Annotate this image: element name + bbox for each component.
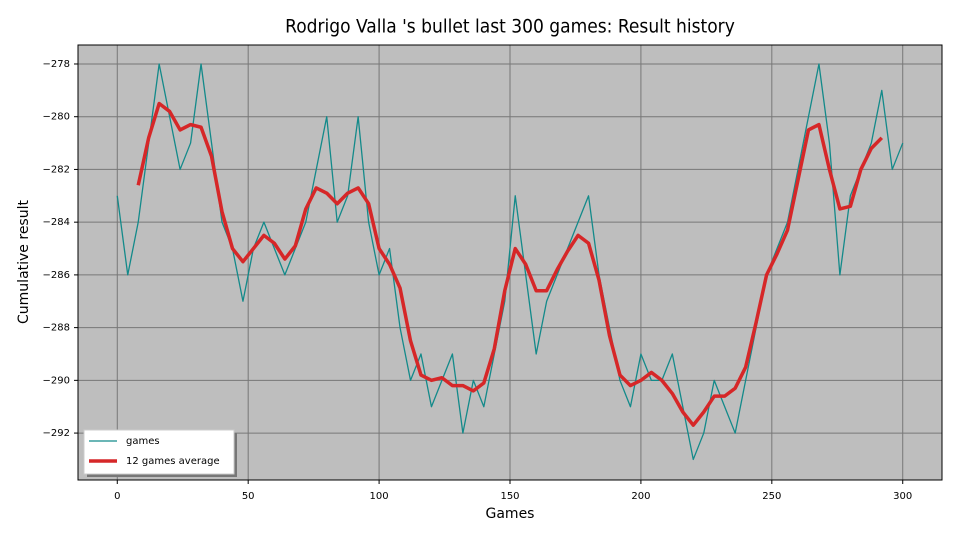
y-tick-label: −292 [43,428,70,439]
y-axis-label: Cumulative result [16,200,32,324]
chart-title: Rodrigo Valla 's bullet last 300 games: … [285,16,735,38]
legend-label: 12 games average [126,456,220,467]
legend-label: games [126,436,160,447]
y-tick-label: −278 [43,59,70,70]
y-tick-label: −280 [43,112,70,123]
x-tick-label: 100 [370,491,389,502]
x-axis-label: Games [486,506,535,522]
x-tick-label: 250 [762,491,781,502]
plot-frame [77,44,943,481]
y-tick-label: −282 [43,164,70,175]
y-tick-label: −288 [43,323,70,334]
x-tick-label: 150 [500,491,519,502]
x-tick-label: 200 [631,491,650,502]
x-tick-label: 300 [893,491,912,502]
y-tick-label: −290 [43,375,70,386]
x-tick-label: 0 [114,491,120,502]
y-tick-label: −286 [43,270,70,281]
x-tick-label: 50 [242,491,255,502]
legend-box [83,429,235,475]
y-tick-label: −284 [43,217,70,228]
series-line [136,101,884,427]
